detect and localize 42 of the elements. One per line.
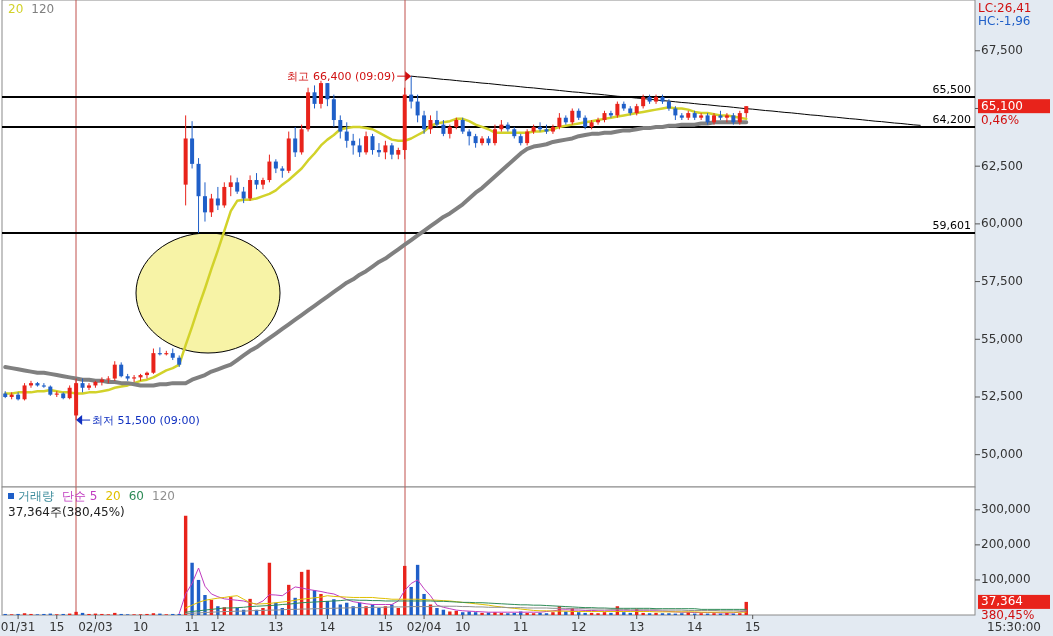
x-tick-label: 14 bbox=[319, 620, 336, 634]
ref-line-label: 59,601 bbox=[932, 219, 971, 233]
y-tick-label: 60,000 bbox=[981, 216, 1023, 231]
y-tick-label: 50,000 bbox=[981, 447, 1023, 462]
x-tick-label: 13 bbox=[629, 620, 645, 634]
y-tick-label: 100,000 bbox=[981, 572, 1031, 587]
text: LC:26,41 bbox=[978, 1, 1032, 15]
y-tick-label: 62,500 bbox=[981, 158, 1023, 173]
y-tick-label: 200,000 bbox=[981, 537, 1031, 552]
y-tick-label: 52,500 bbox=[981, 389, 1023, 404]
text: 37,364주(380,45%) bbox=[8, 505, 125, 519]
x-tick-label: 01/31 bbox=[0, 620, 36, 634]
legend-label: 거래량 bbox=[18, 489, 54, 503]
y-tick-label: 300,000 bbox=[981, 502, 1031, 517]
x-tick-label: 10 bbox=[132, 620, 149, 634]
x-tick-label: 15 bbox=[745, 620, 761, 634]
text: HC:-1,96 bbox=[978, 14, 1031, 28]
x-tick-label: 10 bbox=[455, 620, 471, 634]
x-tick-label: 02/03 bbox=[78, 620, 113, 634]
x-tick-label: 14 bbox=[687, 620, 703, 634]
annotation: 최저 51,500 (09:00) bbox=[92, 414, 200, 428]
x-tick-label: 02/04 bbox=[406, 620, 442, 634]
x-tick-label: 15 bbox=[49, 620, 65, 634]
annotation: 최고 66,400 (09:09) bbox=[287, 70, 396, 84]
x-tick-label: 13 bbox=[268, 620, 284, 634]
y-tick-label: 57,500 bbox=[981, 274, 1023, 289]
x-tick-label: 11 bbox=[513, 620, 529, 634]
text: 37,364 bbox=[981, 594, 1023, 609]
text: 0,46% bbox=[981, 112, 1020, 127]
legend: 20 120 bbox=[8, 2, 55, 16]
ref-line-label: 65,500 bbox=[932, 82, 971, 96]
x-tick-label: 12 bbox=[210, 620, 226, 634]
x-axis-title: 15:30:00 bbox=[987, 620, 1041, 634]
y-tick-label: 55,000 bbox=[981, 331, 1023, 346]
x-tick-label: 12 bbox=[571, 620, 587, 634]
y-tick-label: 67,500 bbox=[981, 43, 1023, 58]
text: 65,100 bbox=[981, 98, 1023, 113]
x-tick-label: 15 bbox=[377, 620, 394, 634]
ref-line-label: 64,200 bbox=[932, 112, 971, 126]
x-tick-label: 11 bbox=[184, 620, 200, 634]
text: 380,45% bbox=[981, 608, 1035, 623]
legend: 거래량 단순 5 20 60 120 bbox=[8, 489, 175, 503]
